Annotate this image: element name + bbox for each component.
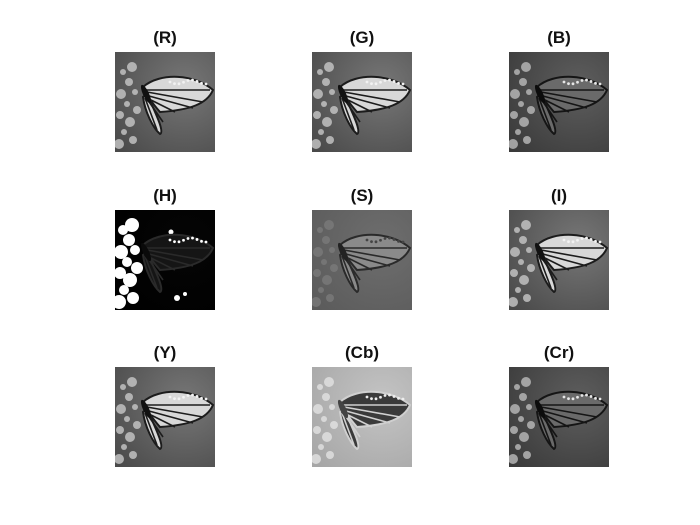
panel-cb: (Cb): [312, 343, 412, 467]
channel-image: [312, 367, 412, 467]
channel-image: [115, 367, 215, 467]
panel-title: (Cb): [345, 343, 379, 362]
butterfly: [534, 390, 609, 451]
flower-cluster: [509, 62, 535, 149]
panel-title: (R): [153, 28, 177, 47]
flower-cluster: [312, 62, 338, 149]
panel-y: (Y): [115, 343, 215, 467]
channel-image: [115, 210, 215, 310]
panel-title: (H): [153, 186, 177, 205]
panel-g: (G): [312, 28, 412, 152]
panel-title: (I): [550, 186, 568, 205]
panel-cr: (Cr): [509, 343, 609, 467]
flower-cluster: [312, 377, 338, 464]
flower-cluster: [115, 218, 143, 309]
panel-title: (G): [349, 28, 375, 47]
butterfly: [534, 233, 609, 294]
channel-image: [509, 210, 609, 310]
panel-title: (S): [350, 186, 374, 205]
flower-cluster: [115, 377, 141, 464]
channel-image: [509, 52, 609, 152]
butterfly: [337, 75, 412, 136]
flower-cluster: [312, 220, 338, 307]
flower-cluster: [115, 62, 141, 149]
panel-title: (Cr): [543, 343, 575, 362]
butterfly: [140, 233, 215, 294]
panel-b: (B): [509, 28, 609, 152]
butterfly: [534, 75, 609, 136]
channel-image: [509, 367, 609, 467]
channel-image: [312, 52, 412, 152]
panel-i: (I): [509, 186, 609, 310]
butterfly: [140, 75, 215, 136]
butterfly: [140, 390, 215, 451]
flower-cluster: [509, 220, 535, 307]
butterfly: [337, 233, 412, 294]
channel-image: [312, 210, 412, 310]
panel-r: (R): [115, 28, 215, 152]
panel-title: (Y): [153, 343, 177, 362]
panel-h: (H): [115, 186, 215, 310]
flower-cluster: [509, 377, 535, 464]
butterfly: [337, 390, 412, 451]
panel-title: (B): [547, 28, 571, 47]
channel-image: [115, 52, 215, 152]
panel-s: (S): [312, 186, 412, 310]
